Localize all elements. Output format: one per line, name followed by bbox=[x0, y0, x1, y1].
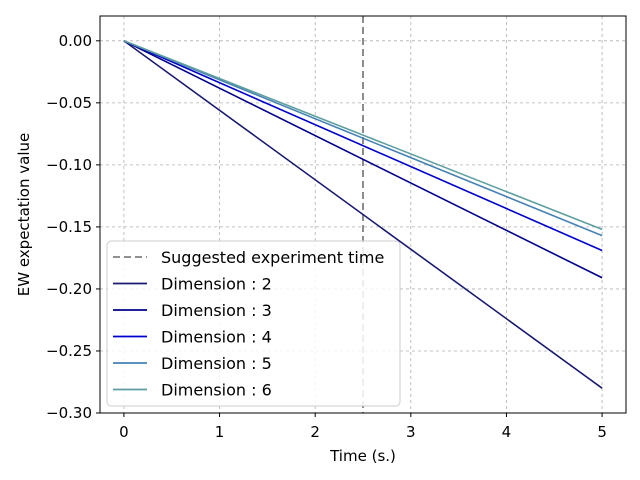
legend: Suggested experiment time Dimension : 2 Di… bbox=[106, 240, 401, 407]
series-line-4 bbox=[123, 40, 603, 252]
y-tick-label: −0.30 bbox=[46, 404, 92, 422]
series-line-5 bbox=[123, 40, 603, 237]
series-line-3 bbox=[123, 40, 603, 279]
legend-box bbox=[106, 240, 401, 407]
y-tick-label: −0.25 bbox=[46, 342, 92, 360]
series-line-6 bbox=[123, 40, 603, 231]
y-axis-label: EW expectation value bbox=[15, 133, 33, 296]
x-axis-label: Time (s.) bbox=[329, 447, 396, 465]
x-tick-label: 0 bbox=[119, 423, 129, 441]
legend-label: Dimension : 2 bbox=[161, 275, 272, 294]
legend-label: Dimension : 6 bbox=[161, 381, 272, 400]
y-tick-label: −0.10 bbox=[46, 156, 92, 174]
x-tick-label: 1 bbox=[215, 423, 225, 441]
x-tick-label: 2 bbox=[310, 423, 320, 441]
legend-label: Dimension : 5 bbox=[161, 354, 272, 373]
series-line-2 bbox=[123, 40, 603, 389]
x-tick-label: 5 bbox=[597, 423, 607, 441]
legend-label: Dimension : 4 bbox=[161, 328, 272, 347]
x-tick-label: 3 bbox=[406, 423, 416, 441]
y-tick-label: −0.15 bbox=[46, 218, 92, 236]
x-axis-ticks: 0 1 2 3 4 5 bbox=[119, 413, 607, 441]
plot-frame bbox=[99, 15, 627, 414]
legend-label: Suggested experiment time bbox=[161, 248, 384, 267]
series-layer bbox=[123, 40, 603, 389]
legend-label: Dimension : 3 bbox=[161, 301, 272, 320]
y-tick-label: −0.20 bbox=[46, 280, 92, 298]
y-tick-label: −0.05 bbox=[46, 94, 92, 112]
y-tick-label: 0.00 bbox=[59, 32, 92, 50]
y-axis-ticks: 0.00 −0.05 −0.10 −0.15 −0.20 −0.25 −0.30 bbox=[46, 32, 100, 422]
x-tick-label: 4 bbox=[502, 423, 512, 441]
